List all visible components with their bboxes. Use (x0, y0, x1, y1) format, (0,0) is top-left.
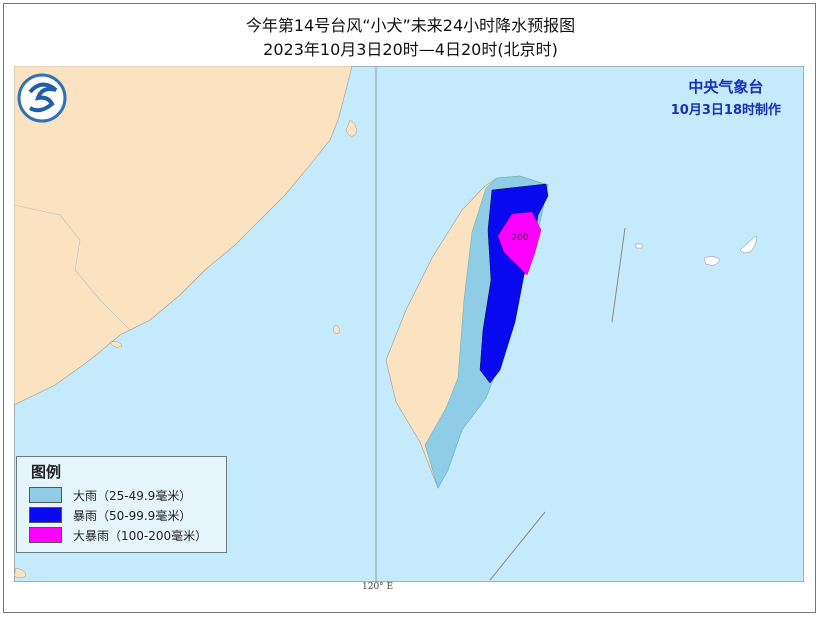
boundary-line (611, 227, 626, 323)
cma-logo-icon (17, 73, 67, 123)
legend-label: 暴雨（50-99.9毫米） (73, 508, 192, 523)
province-border (14, 204, 131, 331)
contour-label: 200 (511, 233, 528, 243)
longitude-label: 120° E (362, 582, 394, 592)
islands (109, 119, 357, 348)
boundary-line (489, 511, 546, 581)
legend-item-heavy-rain: 大雨（25-49.9毫米） (29, 487, 191, 503)
agency-stamp: 中央气象台 10月3日18时制作 (671, 76, 781, 118)
map-title: 今年第14号台风“小犬”未来24小时降水预报图 (245, 16, 576, 35)
legend-swatch (29, 527, 62, 543)
frame-border (3, 3, 816, 613)
heavy-rainstorm-area (497, 211, 542, 276)
mainland-china (14, 66, 353, 406)
legend-swatch (29, 507, 62, 523)
ryukyu-islands (635, 235, 757, 266)
agency-name: 中央气象台 (688, 78, 764, 96)
legend-swatch (29, 487, 62, 503)
legend-item-heavy-rainstorm: 大暴雨（100-200毫米） (29, 527, 207, 543)
issued-time: 10月3日18时制作 (670, 103, 781, 118)
legend-title: 图例 (31, 463, 62, 481)
legend-label: 大暴雨（100-200毫米） (73, 528, 208, 543)
legend: 图例 大雨（25-49.9毫米） 暴雨（50-99.9毫米） 大暴雨（100-2… (16, 456, 227, 553)
map-subtitle: 2023年10月3日20时—4日20时(北京时) (263, 40, 558, 59)
legend-label: 大雨（25-49.9毫米） (73, 488, 192, 503)
legend-item-rainstorm: 暴雨（50-99.9毫米） (29, 507, 191, 523)
island (14, 567, 27, 579)
